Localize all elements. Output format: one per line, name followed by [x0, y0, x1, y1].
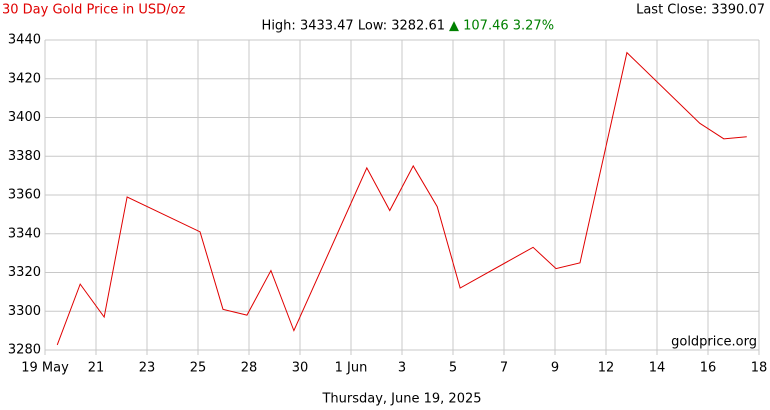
x-tick-label: 5 — [449, 361, 457, 376]
watermark: goldprice.org — [671, 335, 757, 350]
high-low: High: 3433.47 Low: 3282.61 — [262, 19, 445, 34]
change: ▲ 107.46 3.27% — [449, 19, 554, 34]
x-tick-label: 19 May — [21, 361, 69, 376]
date-label: Thursday, June 19, 2025 — [321, 392, 481, 407]
x-tick-label: 3 — [398, 361, 406, 376]
x-tick-label: 23 — [139, 361, 156, 376]
x-tick-label: 1 Jun — [335, 361, 368, 376]
x-tick-label: 14 — [649, 361, 666, 376]
y-tick-label: 3440 — [8, 33, 41, 48]
y-tick-label: 3280 — [8, 343, 41, 358]
x-tick-label: 9 — [551, 361, 559, 376]
chart-title: 30 Day Gold Price in USD/oz — [2, 3, 185, 18]
x-tick-label: 25 — [190, 361, 207, 376]
x-tick-label: 7 — [500, 361, 508, 376]
x-tick-label: 18 — [751, 361, 768, 376]
x-tick-label: 12 — [598, 361, 615, 376]
y-tick-label: 3340 — [8, 226, 41, 241]
x-tick-label: 21 — [88, 361, 105, 376]
y-tick-label: 3420 — [8, 71, 41, 86]
y-tick-label: 3400 — [8, 110, 41, 125]
x-tick-label: 30 — [292, 361, 309, 376]
x-tick-label: 16 — [700, 361, 717, 376]
price-line — [56, 51, 747, 346]
y-tick-label: 3380 — [8, 149, 41, 164]
y-tick-label: 3320 — [8, 265, 41, 280]
y-tick-label: 3360 — [8, 188, 41, 203]
y-tick-label: 3300 — [8, 304, 41, 319]
last-close: Last Close: 3390.07 — [636, 3, 765, 18]
x-tick-label: 28 — [241, 361, 258, 376]
